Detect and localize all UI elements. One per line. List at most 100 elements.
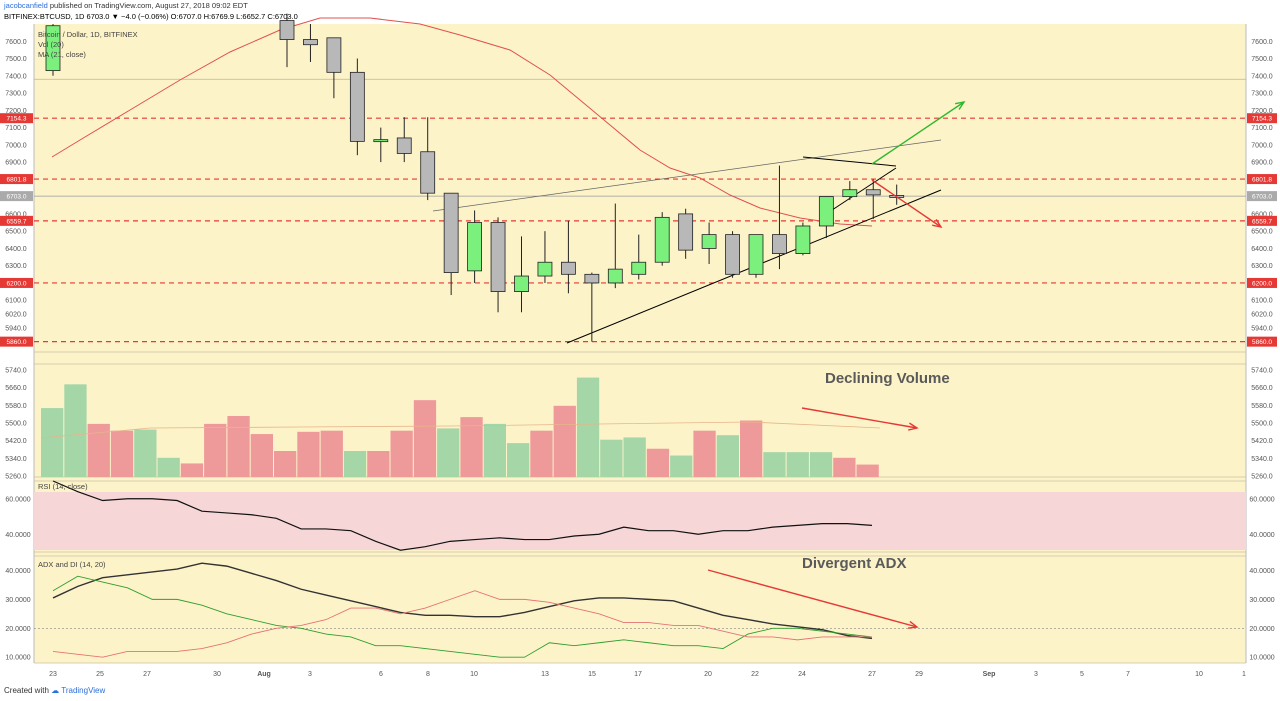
candle-body: [772, 234, 787, 254]
volume-bar: [437, 428, 460, 477]
y-tick-right: 7500.0: [1251, 56, 1273, 63]
x-tick-label: Sep: [983, 671, 996, 678]
candle-body: [514, 275, 529, 292]
y-tick-left: 6500.0: [5, 229, 27, 236]
y-tick-left: 7400.0: [5, 73, 27, 80]
candle-body: [631, 261, 647, 275]
candle-body: [842, 189, 858, 198]
volume-decline-arrow: [801, 407, 918, 429]
adx-tick-right: 40.0000: [1249, 568, 1274, 575]
candle-body: [537, 261, 553, 277]
volume-bar: [250, 434, 273, 477]
ma-legend: MA (21, close): [38, 50, 86, 59]
di-minus-line: [52, 590, 872, 658]
main-legend: Bitcoin / Dollar, 1D, BITFINEX: [38, 30, 138, 39]
price-level-tag-right: [1247, 215, 1277, 226]
price-level-label-left: 6559.7: [7, 218, 27, 225]
volume-bar: [390, 430, 413, 477]
volume-bar: [41, 408, 64, 477]
candle-body: [795, 225, 811, 254]
volume-bar: [110, 430, 134, 477]
vol-tick-right: 5580.0: [1251, 403, 1273, 410]
vol-tick-left: 5420.0: [5, 438, 27, 445]
volume-bar: [646, 448, 670, 477]
y-tick-right: 6500.0: [1251, 229, 1273, 236]
x-tick-label: 13: [541, 671, 549, 678]
price-level-tag-left: [0, 277, 33, 288]
candle-body: [467, 222, 483, 272]
di-plus-line: [52, 575, 873, 658]
vol-tick-right: 5660.0: [1251, 385, 1273, 392]
volume-bar: [763, 452, 786, 477]
x-tick-label: 15: [588, 671, 596, 678]
volume-bar: [157, 457, 180, 477]
y-tick-left: 6100.0: [5, 298, 27, 305]
price-level-label-left: 5860.0: [7, 339, 27, 346]
ohlc-readout: 6703.0 ▼ −4.0 (−0.06%) O:6707.0 H:6769.9…: [86, 12, 298, 21]
vol-tick-left: 5660.0: [5, 385, 27, 392]
y-tick-right: 7300.0: [1251, 91, 1273, 98]
vol-tick-right: 5420.0: [1251, 438, 1273, 445]
y-tick-left: 7100.0: [5, 125, 27, 132]
y-tick-left: 7000.0: [5, 142, 27, 149]
x-tick-label: 25: [96, 671, 104, 678]
price-level-label-right: 5860.0: [1252, 339, 1272, 346]
price-level-label-right: 6559.7: [1252, 218, 1272, 225]
volume-bar: [740, 420, 763, 477]
candle-body: [396, 137, 412, 154]
candle-body: [561, 261, 576, 275]
price-level-label-left: 7154.3: [7, 116, 27, 123]
candle-body: [818, 196, 834, 227]
volume-bar: [87, 423, 110, 477]
x-tick-label: 22: [751, 671, 759, 678]
candle-body: [443, 192, 459, 273]
breakdown-arrow-down: [871, 179, 942, 228]
price-level-tag-left: [0, 215, 33, 226]
adx-tick-right: 10.0000: [1249, 655, 1274, 662]
y-tick-left: 7500.0: [5, 56, 27, 63]
x-tick-label: 10: [470, 671, 478, 678]
price-level-label-right: 6801.8: [1252, 177, 1272, 184]
candle-body: [607, 268, 623, 284]
vol-tick-right: 5740.0: [1251, 368, 1273, 375]
current-price-label-left: 6703.0: [7, 194, 27, 201]
volume-bar: [180, 463, 204, 477]
volume-bar: [856, 464, 879, 477]
adx-tick-right: 30.0000: [1249, 597, 1274, 604]
y-tick-right: 7100.0: [1251, 125, 1273, 132]
vol-legend: Vol (20): [38, 40, 64, 49]
x-tick-label: 20: [704, 671, 712, 678]
pennant-bottom-line: [825, 167, 897, 215]
current-price-tag-right: [1247, 191, 1277, 202]
x-tick-label: 10: [1195, 671, 1203, 678]
breakout-arrow-up: [871, 101, 965, 165]
y-tick-right: 6020.0: [1251, 312, 1273, 319]
x-tick-label: 27: [143, 671, 151, 678]
breakdown-arrow-down-head: [932, 219, 943, 229]
created-with-label: Created with: [4, 686, 49, 695]
adx-tick-left: 10.0000: [5, 655, 30, 662]
rsi-tick-right: 40.0000: [1249, 532, 1274, 539]
author-link[interactable]: jacobcanfield: [4, 1, 48, 10]
adx-tick-left: 20.0000: [5, 626, 30, 633]
tradingview-link[interactable]: TradingView: [61, 686, 106, 695]
y-tick-right: 5940.0: [1251, 325, 1273, 332]
vol-tick-left: 5260.0: [5, 474, 27, 481]
volume-bar: [576, 377, 600, 477]
volume-bar: [274, 451, 297, 477]
y-tick-left: 6600.0: [5, 211, 27, 218]
x-tick-label: 8: [426, 671, 430, 678]
vol-tick-left: 5740.0: [5, 368, 27, 375]
price-level-label-left: 6200.0: [7, 280, 27, 287]
candle-body: [701, 234, 717, 249]
adx-tick-left: 30.0000: [5, 597, 30, 604]
x-tick-label: 27: [868, 671, 876, 678]
ma-line: [51, 17, 873, 227]
y-tick-right: 6400.0: [1251, 246, 1273, 253]
candle-body: [349, 71, 365, 142]
price-level-label-left: 6801.8: [7, 177, 27, 184]
volume-bar: [483, 423, 506, 477]
volume-bar: [507, 443, 530, 477]
breakout-arrow-up-head: [955, 100, 966, 110]
